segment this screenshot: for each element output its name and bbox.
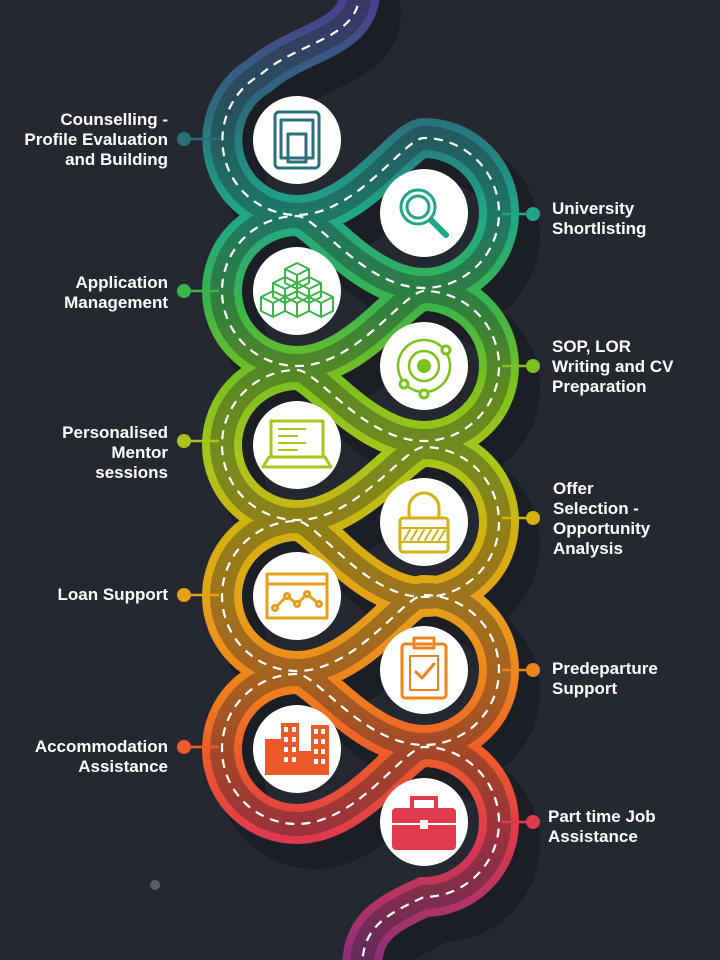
connector-dot-4: [526, 359, 540, 373]
connector-dot-7: [177, 588, 191, 602]
step-label-1: Counselling - Profile Evaluation and Build…: [24, 110, 168, 169]
buildings-icon: [265, 723, 329, 775]
step-label-8: Predeparture Support: [552, 659, 658, 698]
road-dashes: [220, 0, 501, 960]
step-label-3: Application Management: [64, 273, 168, 312]
lock-icon: [398, 491, 450, 554]
icon-circle-5: [253, 401, 341, 489]
connector-dot-10: [526, 815, 540, 829]
cubes-icon: [260, 262, 334, 318]
clipboard-check-icon: [400, 636, 448, 700]
laptop-icon: [261, 419, 333, 469]
briefcase-icon: [392, 796, 456, 850]
connector-dot-8: [526, 663, 540, 677]
road: [202, 0, 519, 960]
icon-circle-6: [380, 478, 468, 566]
icon-circles: [253, 96, 468, 866]
step-label-6: Offer Selection - Opportunity Analysis: [553, 479, 651, 558]
connectors: [177, 132, 540, 829]
tablet-icon: [273, 110, 321, 170]
connector-dot-9: [177, 740, 191, 754]
magnifier-icon: [399, 188, 449, 238]
connector-dot-6: [526, 511, 540, 525]
step-label-5: Personalised Mentor sessions: [62, 423, 168, 482]
icon-circle-2: [380, 169, 468, 257]
connector-dot-2: [526, 207, 540, 221]
step-label-7: Loan Support: [57, 585, 168, 604]
orbit-icon: [396, 338, 452, 400]
step-label-2: University Shortlisting: [552, 199, 647, 238]
connector-dot-1: [177, 132, 191, 146]
step-label-9: Accommodation Assistance: [34, 737, 168, 776]
decorative-dot: [150, 880, 160, 890]
step-label-4: SOP, LOR Writing and CV Preparation: [552, 337, 674, 396]
connector-dot-3: [177, 284, 191, 298]
connector-dot-5: [177, 434, 191, 448]
icon-circle-1: [253, 96, 341, 184]
growth-chart-icon: [265, 572, 329, 620]
step-label-10: Part time Job Assistance: [548, 807, 656, 846]
